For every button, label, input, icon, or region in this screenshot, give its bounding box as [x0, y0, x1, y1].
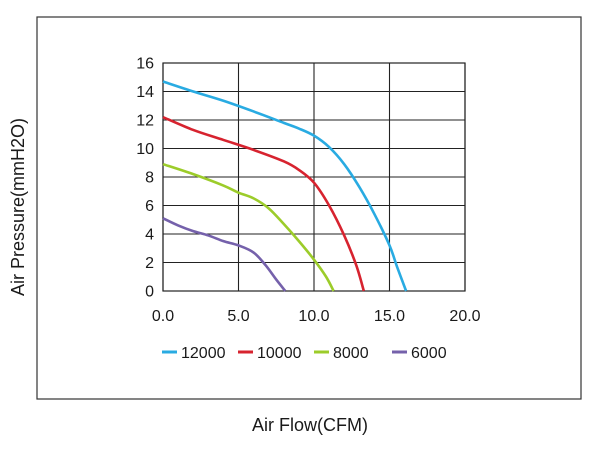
y-tick-label: 14 [136, 84, 154, 101]
plot-area-border [162, 62, 466, 292]
y-tick-label: 10 [136, 141, 154, 158]
x-axis-title: Air Flow(CFM) [252, 415, 368, 435]
y-tick-label: 16 [136, 56, 154, 73]
series-line-12000 [162, 80, 408, 292]
chart-frame [36, 16, 582, 400]
y-tick-label: 6 [145, 198, 154, 215]
series-lines [162, 80, 408, 292]
legend: 12000 10000 8000 6000 [162, 345, 447, 362]
series-line-6000 [162, 217, 287, 292]
tick-labels: 0.0 5.0 10.0 15.0 20.0 0 2 4 6 8 10 12 14 16 [136, 56, 480, 326]
y-axis-title: Air Pressure(mmH2O) [8, 118, 28, 296]
x-tick-label: 15.0 [374, 308, 405, 325]
series-line-10000 [162, 115, 366, 292]
y-tick-label: 8 [145, 170, 154, 187]
x-tick-label: 20.0 [449, 308, 480, 325]
legend-label-6000: 6000 [411, 345, 447, 362]
y-tick-label: 0 [145, 284, 154, 301]
x-tick-label: 0.0 [152, 308, 174, 325]
series-line-8000 [162, 162, 335, 292]
y-tick-label: 2 [145, 255, 154, 272]
y-tick-label: 12 [136, 113, 154, 130]
legend-label-8000: 8000 [333, 345, 369, 362]
y-tick-label: 4 [145, 227, 154, 244]
legend-label-12000: 12000 [181, 345, 226, 362]
x-tick-label: 10.0 [298, 308, 329, 325]
x-tick-label: 5.0 [227, 308, 249, 325]
legend-label-10000: 10000 [257, 345, 302, 362]
